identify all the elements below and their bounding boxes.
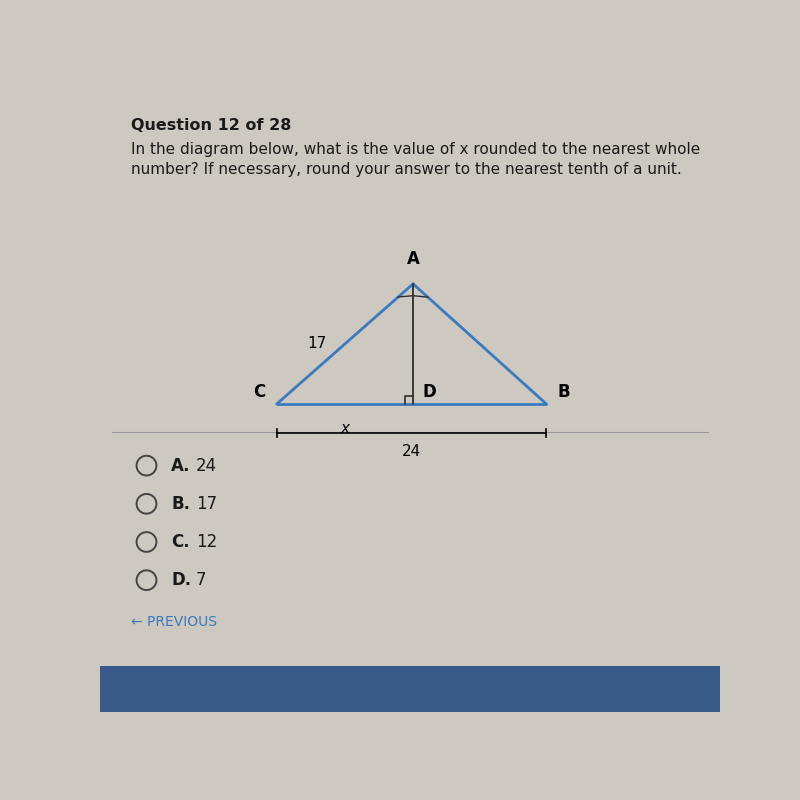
Text: Question 12 of 28: Question 12 of 28: [131, 118, 291, 133]
Text: A.: A.: [171, 457, 191, 474]
Text: B.: B.: [171, 494, 190, 513]
Text: B: B: [558, 383, 570, 401]
Text: ← PREVIOUS: ← PREVIOUS: [131, 615, 217, 629]
Text: 12: 12: [196, 533, 218, 551]
Text: D.: D.: [171, 571, 191, 589]
Text: C: C: [254, 383, 266, 401]
Text: In the diagram below, what is the value of x rounded to the nearest whole: In the diagram below, what is the value …: [131, 142, 700, 157]
Text: 24: 24: [196, 457, 218, 474]
Text: x: x: [341, 422, 350, 436]
Text: 24: 24: [402, 444, 421, 459]
Text: number? If necessary, round your answer to the nearest tenth of a unit.: number? If necessary, round your answer …: [131, 162, 682, 177]
Text: D: D: [422, 383, 436, 401]
Text: 17: 17: [307, 337, 326, 351]
Text: 7: 7: [196, 571, 206, 589]
Bar: [100, 666, 720, 712]
Text: 17: 17: [196, 494, 218, 513]
Text: A: A: [406, 250, 419, 269]
Text: C.: C.: [171, 533, 190, 551]
